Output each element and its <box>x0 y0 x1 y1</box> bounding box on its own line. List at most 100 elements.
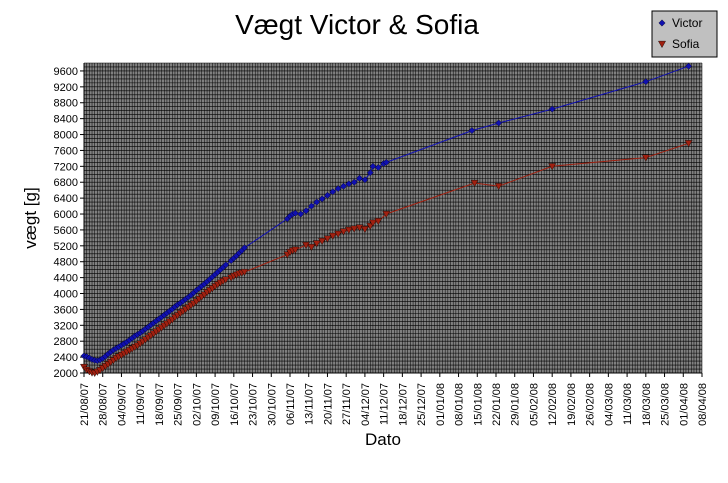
x-tick-label: 11/09/07 <box>135 383 147 425</box>
y-tick-label: 9200 <box>54 82 78 94</box>
legend-label-victor: Victor <box>672 16 702 30</box>
data-point-diamond <box>345 180 353 188</box>
y-tick-label: 2800 <box>54 336 78 348</box>
x-tick-label: 02/10/07 <box>191 383 203 426</box>
x-tick-label: 18/03/08 <box>641 383 653 426</box>
data-point-triangle <box>494 183 503 191</box>
y-tick-label: 9600 <box>54 66 78 78</box>
x-tick-label: 29/01/08 <box>510 383 522 426</box>
data-point-triangle <box>291 246 300 254</box>
y-axis-label: vægt [g] <box>21 187 40 248</box>
data-point-diamond <box>340 182 347 190</box>
x-tick-label: 30/10/07 <box>266 383 278 426</box>
x-tick-label: 25/09/07 <box>173 383 185 426</box>
legend-box <box>651 10 718 58</box>
data-point-triangle <box>318 237 327 246</box>
x-tick-label: 08/01/08 <box>454 383 466 426</box>
data-point-diamond <box>382 158 390 166</box>
y-tick-label: 2400 <box>54 352 78 364</box>
y-tick-label: 4400 <box>54 273 78 285</box>
legend: Victor Sofia <box>651 10 718 58</box>
y-tick-label: 6400 <box>54 193 78 205</box>
y-tick-label: 8400 <box>54 114 78 126</box>
data-point-diamond <box>318 195 326 203</box>
x-tick-label: 26/02/08 <box>585 383 597 426</box>
data-point-triangle <box>641 154 650 162</box>
data-point-triangle <box>334 230 343 238</box>
series-sofia <box>80 140 693 378</box>
x-tick-label: 11/12/07 <box>379 383 391 425</box>
x-tick-label: 27/11/07 <box>341 383 353 425</box>
axes: 2000 2400 2800 3200 3600 4000 4400 4800 5200 5600… <box>54 63 709 426</box>
x-tick-label: 18/09/07 <box>154 383 166 426</box>
data-point-triangle <box>360 226 369 234</box>
data-point-triangle <box>350 225 359 233</box>
data-point-triangle <box>382 210 391 219</box>
x-tick-label: 18/12/07 <box>397 383 409 426</box>
x-tick-label: 25/03/08 <box>660 383 672 426</box>
grid-lines <box>83 62 703 374</box>
data-point-diamond <box>329 188 337 196</box>
x-tick-label: 06/11/07 <box>285 383 297 425</box>
data-point-diamond <box>658 19 666 27</box>
x-tick-label: 22/01/08 <box>491 383 503 426</box>
data-point-diamond <box>241 244 249 252</box>
data-point-triangle <box>470 179 479 188</box>
data-point-triangle <box>328 232 337 240</box>
data-point-triangle <box>240 268 249 277</box>
data-point-triangle <box>368 219 377 227</box>
y-tick-label: 6000 <box>54 209 78 221</box>
x-axis-label: Dato <box>365 430 401 449</box>
x-tick-label: 05/02/08 <box>528 383 540 426</box>
x-tick-label: 04/03/08 <box>603 383 615 426</box>
y-tick-label: 7600 <box>54 145 78 157</box>
data-point-diamond <box>642 78 650 86</box>
x-tick-label: 08/04/08 <box>697 383 709 426</box>
y-tick-label: 3600 <box>54 304 78 316</box>
y-tick-label: 6800 <box>54 177 78 189</box>
x-tick-label: 01/01/08 <box>435 383 447 426</box>
series-victor <box>80 62 693 365</box>
x-tick-label: 20/11/07 <box>322 383 334 425</box>
data-point-diamond <box>307 202 315 210</box>
x-tick-label: 11/03/08 <box>622 383 634 425</box>
data-point-triangle <box>374 218 383 226</box>
y-tick-label: 4000 <box>54 289 78 301</box>
data-point-triangle <box>307 243 316 252</box>
data-point-triangle <box>312 240 321 248</box>
x-tick-label: 25/12/07 <box>416 383 428 426</box>
x-tick-label: 23/10/07 <box>248 383 260 426</box>
data-series <box>80 62 693 378</box>
data-point-triangle <box>323 235 332 243</box>
data-point-diamond <box>334 185 342 193</box>
data-point-diamond <box>222 261 230 269</box>
data-point-diamond <box>369 162 377 170</box>
x-tick-label: 01/04/08 <box>678 383 690 426</box>
y-tick-label: 3200 <box>54 320 78 332</box>
y-tick-label: 2000 <box>54 368 78 380</box>
x-tick-label: 12/02/08 <box>547 383 559 426</box>
y-tick-label: 4800 <box>54 257 78 269</box>
data-point-diamond <box>323 191 331 199</box>
y-tick-label: 7200 <box>54 161 78 173</box>
data-point-triangle <box>658 40 666 49</box>
data-point-triangle <box>684 140 693 148</box>
data-point-diamond <box>350 178 358 186</box>
data-point-diamond <box>548 105 556 113</box>
x-tick-label: 16/10/07 <box>229 383 241 426</box>
data-point-diamond <box>374 164 382 172</box>
data-point-diamond <box>302 207 310 215</box>
data-point-diamond <box>495 119 503 127</box>
data-point-triangle <box>221 276 230 284</box>
data-point-diamond <box>356 174 364 182</box>
x-tick-label: 21/08/07 <box>79 383 91 426</box>
data-point-diamond <box>685 62 693 70</box>
data-point-triangle <box>339 228 348 236</box>
x-tick-label: 04/12/07 <box>360 383 372 426</box>
data-point-diamond <box>361 176 369 184</box>
data-point-diamond <box>291 209 299 217</box>
x-tick-label: 13/11/07 <box>304 383 316 425</box>
data-point-diamond <box>366 169 374 177</box>
